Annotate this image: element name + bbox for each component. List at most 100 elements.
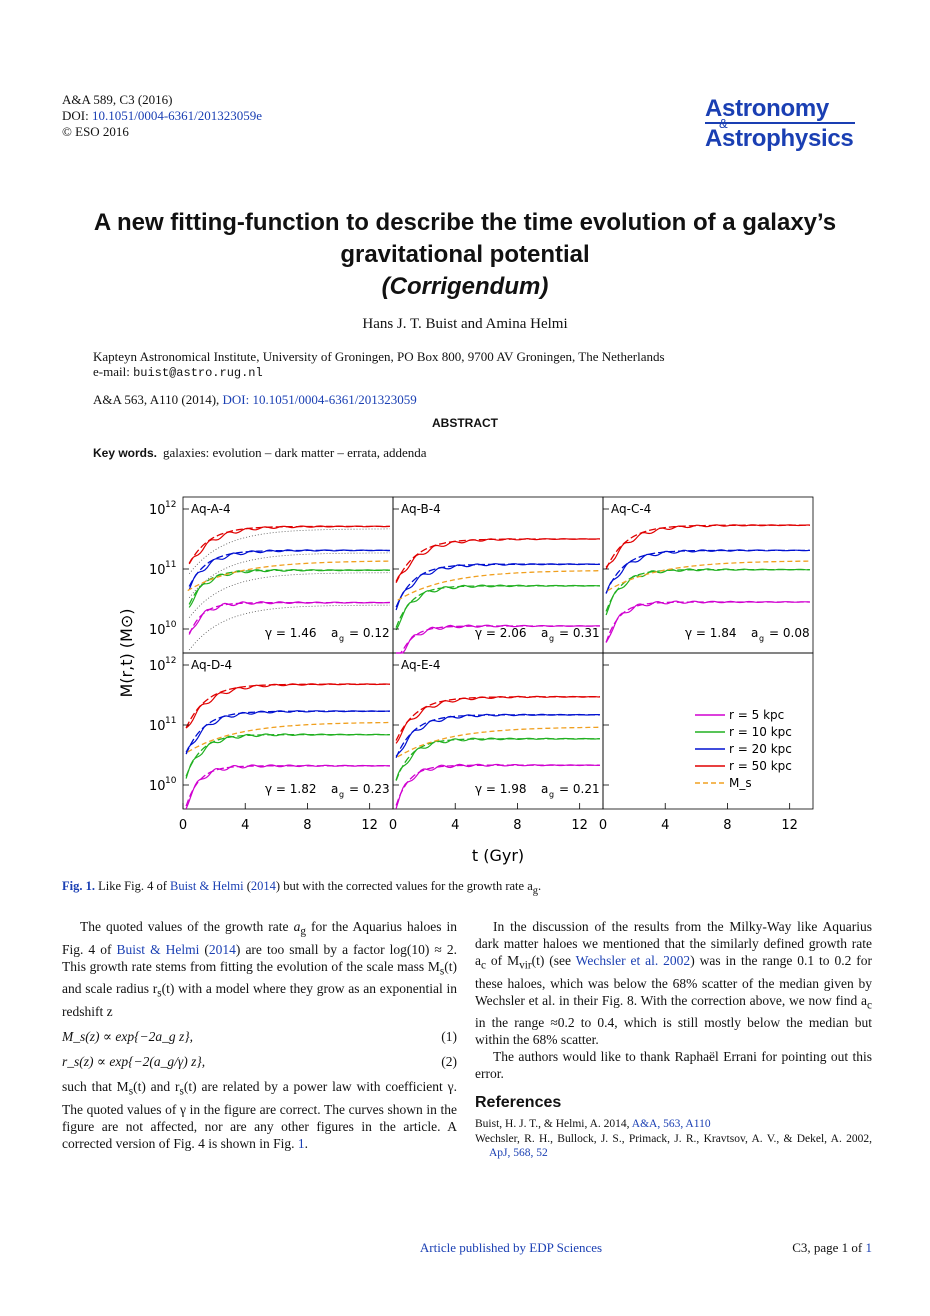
y-tick-label: 10 <box>149 659 166 674</box>
doi-line: DOI: 10.1051/0004-6361/201323059e <box>62 108 263 123</box>
email-address[interactable]: buist@astro.rug.nl <box>133 366 263 380</box>
citation-year[interactable]: 2014 <box>208 941 236 957</box>
footer-page: C3, page 1 of 1 <box>792 1240 873 1255</box>
fit-line-r50 <box>605 524 810 570</box>
series-line-r10 <box>605 568 810 616</box>
series-line-r20 <box>605 549 810 594</box>
reference-list: Buist, H. J. T., & Helmi, A. 2014, A&A, … <box>475 1117 872 1160</box>
left-column: The quoted values of the growth rate ag … <box>62 918 457 1152</box>
fit-line-r5 <box>185 765 390 807</box>
fit-line-r10 <box>185 733 390 777</box>
y-tick-label: 10 <box>149 503 166 518</box>
original-reference: A&A 563, A110 (2014), DOI: 10.1051/0004-… <box>93 392 417 407</box>
y-tick-exponent: 11 <box>165 560 176 570</box>
fit-line-r20 <box>185 710 390 755</box>
fit-line-r50 <box>188 525 390 565</box>
ag-value: = 0.31 <box>559 626 600 640</box>
fit-line-r50 <box>395 696 600 741</box>
y-tick-exponent: 12 <box>165 500 176 510</box>
x-axis-label: t (Gyr) <box>472 846 524 865</box>
footer-publisher: Article published by EDP Sciences <box>0 1240 930 1256</box>
reference-item: Buist, H. J. T., & Helmi, A. 2014, A&A, … <box>475 1118 711 1131</box>
series-line-Ms <box>397 570 600 601</box>
series-line-r50 <box>395 537 600 582</box>
fit-line-r20 <box>395 714 600 758</box>
fit-line-r20 <box>605 549 810 594</box>
series-line-r10 <box>185 733 390 779</box>
x-tick-label: 4 <box>661 818 669 833</box>
ag-label: a <box>331 626 338 640</box>
series-line-Ms <box>397 726 600 758</box>
fit-line-r20 <box>188 549 390 587</box>
caption-year[interactable]: 2014 <box>250 879 276 893</box>
x-tick-label: 12 <box>571 818 588 833</box>
gamma-label: γ = 1.84 <box>685 626 737 640</box>
caption-citation[interactable]: Buist & Helmi <box>169 879 244 893</box>
series-line-Ms <box>607 560 810 592</box>
panel-label: Aq-E-4 <box>401 658 441 672</box>
y-tick-label: 10 <box>149 563 166 578</box>
fit-line-r5 <box>396 625 600 654</box>
abstract-heading: ABSTRACT <box>432 416 498 430</box>
fit-line-r50 <box>395 538 600 583</box>
legend-label: r = 5 kpc <box>729 708 784 722</box>
figure-caption: Fig. 1. Like Fig. 4 of Buist & Helmi (20… <box>62 879 542 897</box>
reference-link[interactable]: A&A, 563, A110 <box>631 1118 711 1131</box>
original-doi-link[interactable]: DOI: 10.1051/0004-6361/201323059 <box>222 392 417 407</box>
panel-frame <box>602 652 814 810</box>
logo-ampersand: & <box>719 116 728 131</box>
series-line-r5 <box>395 763 600 809</box>
ag-subscript: g <box>339 790 344 799</box>
ag-value: = 0.12 <box>349 626 390 640</box>
ag-label: a <box>541 626 548 640</box>
caption-fig-label[interactable]: Fig. 1. <box>62 879 95 893</box>
ag-subscript: g <box>549 790 554 799</box>
series-line-r50 <box>185 683 390 729</box>
gamma-label: γ = 2.06 <box>475 626 527 640</box>
ag-label: a <box>751 626 758 640</box>
x-tick-label: 8 <box>513 818 521 833</box>
equation-2: r_s(z) ∝ exp{−2(a_g/γ) z}, (2) <box>62 1053 457 1070</box>
series-line-r20 <box>395 713 600 757</box>
series-line-Ms <box>187 721 390 753</box>
figure-ref-link[interactable]: 1 <box>297 1135 305 1151</box>
y-tick-label: 10 <box>149 719 166 734</box>
paragraph-power-law: such that Ms(t) and rs(t) are related by… <box>62 1079 457 1151</box>
publisher-link[interactable]: Article published by EDP Sciences <box>419 1240 603 1255</box>
legend-label: r = 50 kpc <box>729 759 792 773</box>
authors: Hans J. T. Buist and Amina Helmi <box>362 316 568 332</box>
y-tick-exponent: 12 <box>165 656 176 666</box>
equation-1-number: (1) <box>441 1029 457 1045</box>
fit-line-r10 <box>188 569 390 605</box>
citation-wechsler[interactable]: Wechsler et al. 2002 <box>575 953 691 968</box>
paragraph-acknowledgement: The authors would like to thank Raphaël … <box>475 1049 872 1082</box>
journal-header: A&A 589, C3 (2016) DOI: 10.1051/0004-636… <box>62 92 262 140</box>
affiliation: Kapteyn Astronomical Institute, Universi… <box>93 349 665 364</box>
y-tick-exponent: 11 <box>165 716 176 726</box>
logo-line2: Astrophysics <box>705 125 854 152</box>
page-total-link[interactable]: 1 <box>865 1240 873 1255</box>
gamma-label: γ = 1.98 <box>475 782 527 796</box>
dotted-reference-line <box>188 528 390 575</box>
fit-line-r20 <box>395 563 600 608</box>
ag-subscript: g <box>549 634 554 643</box>
fit-line-r5 <box>188 601 390 635</box>
keywords: Key words. galaxies: evolution – dark mat… <box>93 445 427 461</box>
reference-link[interactable]: ApJ, 568, 52 <box>489 1147 548 1160</box>
y-tick-label: 10 <box>149 623 166 638</box>
references-heading: References <box>475 1094 562 1112</box>
citation-buist[interactable]: Buist & Helmi <box>116 941 200 957</box>
email-line: e-mail: buist@astro.rug.nl <box>93 364 263 380</box>
series-line-r10 <box>395 737 600 781</box>
x-tick-label: 0 <box>179 818 187 833</box>
doi-link[interactable]: 10.1051/0004-6361/201323059e <box>91 108 263 123</box>
legend-label: r = 20 kpc <box>729 742 792 756</box>
y-axis-label: M(r,t) (M⊙) <box>117 608 136 697</box>
ag-subscript: g <box>759 634 764 643</box>
x-tick-label: 12 <box>361 818 378 833</box>
series-line-Ms <box>187 560 390 592</box>
series-line-r20 <box>395 563 600 611</box>
equation-1: M_s(z) ∝ exp{−2a_g z}, (1) <box>62 1028 457 1045</box>
x-tick-label: 4 <box>241 818 249 833</box>
